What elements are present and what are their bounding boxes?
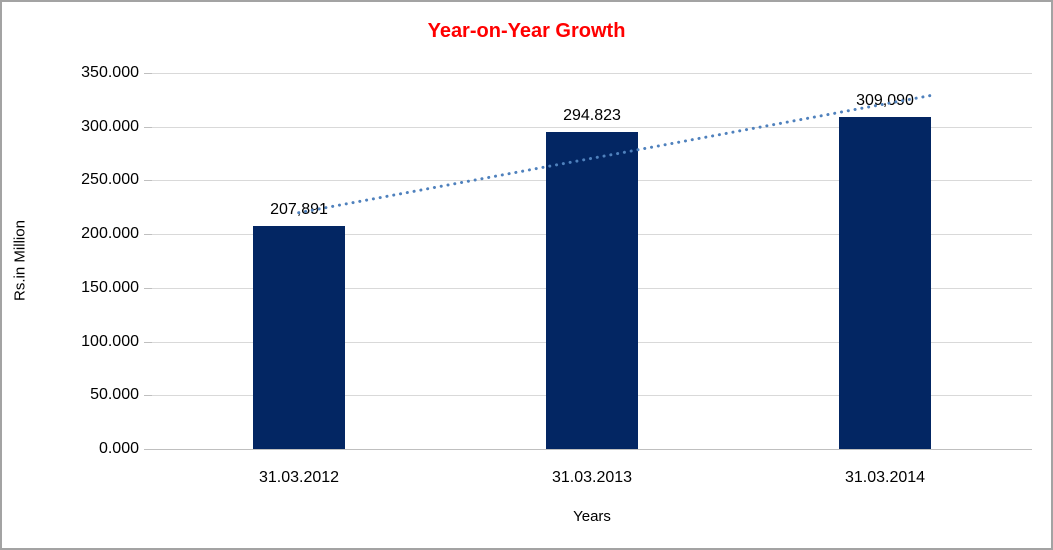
y-axis-tick: [144, 342, 152, 343]
bar: [253, 226, 345, 449]
bar-value-label: 309,090: [856, 92, 914, 109]
y-tick-label: 250.000: [81, 171, 139, 188]
x-tick-label: 31.03.2013: [551, 469, 633, 486]
y-axis-tick: [144, 127, 152, 128]
y-tick-label: 0.000: [98, 440, 139, 457]
x-tick-label: 31.03.2014: [844, 469, 926, 486]
y-axis-tick: [144, 73, 152, 74]
chart-title: Year-on-Year Growth: [427, 20, 626, 42]
y-axis-tick: [144, 288, 152, 289]
y-tick-label: 350.000: [81, 64, 139, 81]
bar-value-label: 207,891: [270, 201, 328, 218]
y-tick-label: 50.000: [90, 386, 139, 403]
y-tick-label: 150.000: [81, 279, 139, 296]
y-axis-tick: [144, 395, 152, 396]
gridline: [152, 73, 1032, 74]
y-tick-label: 300.000: [81, 118, 139, 135]
bar: [839, 117, 931, 449]
y-axis-tick: [144, 234, 152, 235]
x-axis-title: Years: [573, 508, 611, 525]
y-tick-label: 200.000: [81, 225, 139, 242]
y-axis-tick: [144, 449, 152, 450]
y-tick-label: 100.000: [81, 333, 139, 350]
bar: [546, 132, 638, 449]
bar-value-label: 294.823: [563, 107, 621, 124]
x-axis-line: [152, 449, 1032, 450]
x-tick-label: 31.03.2012: [258, 469, 340, 486]
y-axis-tick: [144, 180, 152, 181]
y-axis-title: Rs.in Million: [11, 220, 29, 301]
